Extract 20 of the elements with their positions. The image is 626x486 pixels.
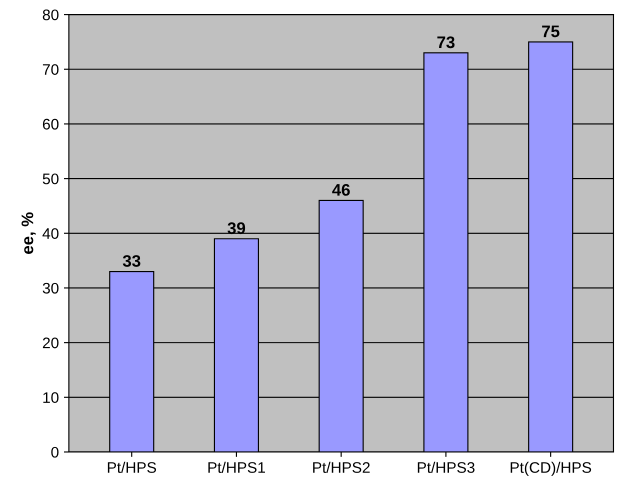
data-label: 46 <box>332 184 350 196</box>
y-tick-label: 20 <box>42 338 59 348</box>
y-tick-label: 0 <box>51 446 59 458</box>
y-tick-label: 30 <box>42 282 59 294</box>
data-label: 33 <box>122 255 140 267</box>
y-tick-label: 10 <box>43 392 59 403</box>
x-tick-label: Pt/HPS2 <box>313 462 370 473</box>
y-tick-label: 80 <box>42 9 59 20</box>
x-tick-label: Pt/HPS <box>108 462 156 473</box>
x-tick-label: Pt(CD)/HPS <box>510 462 592 476</box>
y-tick-label: 70 <box>42 64 59 75</box>
data-label: 75 <box>542 26 560 38</box>
x-tick-label: Pt/HPS1 <box>208 462 265 473</box>
data-label: 73 <box>437 36 455 48</box>
data-label: 39 <box>228 222 246 234</box>
y-tick-label: 60 <box>42 118 59 130</box>
y-tick-label: 40 <box>42 228 59 239</box>
y-tick-label: 50 <box>42 173 59 184</box>
y-axis-title: ee, % <box>22 212 36 254</box>
x-tick-label: Pt/HPS3 <box>418 462 475 473</box>
